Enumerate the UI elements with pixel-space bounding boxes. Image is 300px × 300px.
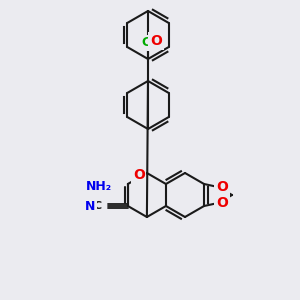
Text: O: O bbox=[150, 34, 162, 48]
Text: O: O bbox=[133, 168, 145, 182]
Text: Cl: Cl bbox=[141, 37, 154, 50]
Text: C: C bbox=[94, 201, 102, 211]
Text: O: O bbox=[216, 180, 228, 194]
Text: NH₂: NH₂ bbox=[86, 181, 112, 194]
Text: O: O bbox=[216, 196, 228, 210]
Text: N: N bbox=[85, 200, 95, 212]
